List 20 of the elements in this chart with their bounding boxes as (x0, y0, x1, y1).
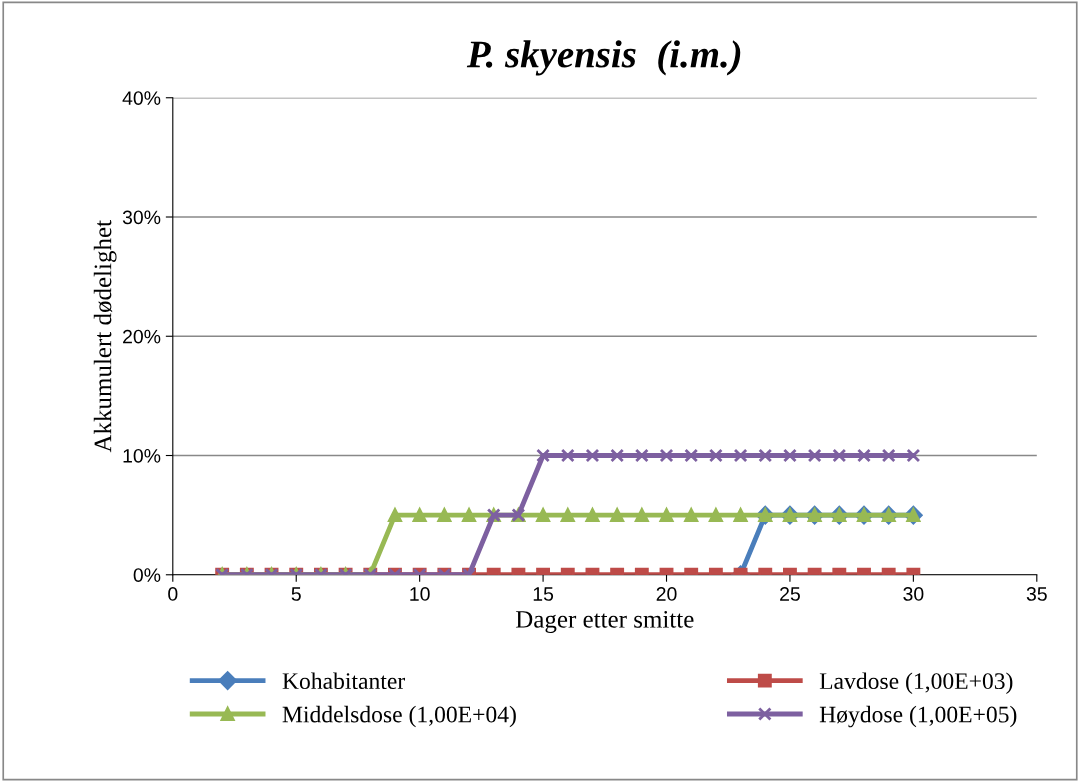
x-axis-title: Dager etter smitte (515, 610, 694, 633)
y-axis-title: Akkumulert dødelighet (93, 220, 117, 453)
y-tick-label: 20% (123, 329, 161, 344)
x-tick-label: 15 (533, 587, 554, 601)
x-tick-label: 0 (168, 587, 178, 601)
x-tick-label: 20 (656, 587, 677, 601)
y-tick-label: 40% (122, 91, 161, 105)
legend-label: Høydose (1,00E+05) (819, 705, 1017, 728)
x-tick-label: 10 (410, 587, 430, 601)
legend-label: Middelsdose (1,00E+04) (282, 705, 516, 728)
y-tick-label: 0% (133, 568, 161, 583)
x-tick-label: 25 (780, 587, 800, 601)
y-tick-label: 30% (122, 210, 161, 225)
chart-title: P. skyensis (i.m.) (466, 40, 741, 76)
x-tick-label: 35 (1026, 587, 1047, 601)
x-tick-label: 5 (291, 587, 301, 601)
legend-label: Kohabitanter (282, 672, 405, 690)
legend-label: Lavdose (1,00E+03) (819, 672, 1013, 694)
x-tick-label: 30 (903, 587, 924, 601)
y-tick-label: 10% (123, 448, 161, 463)
